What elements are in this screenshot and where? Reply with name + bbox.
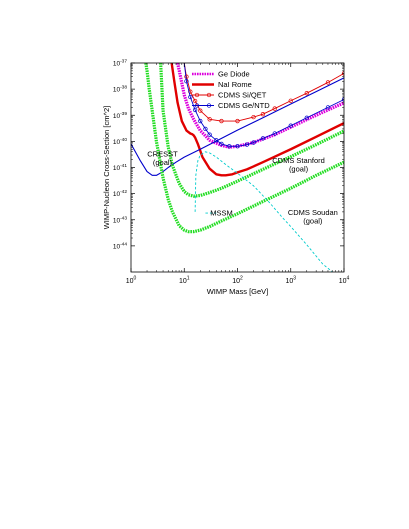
series-marker	[272, 131, 277, 136]
x-axis-label: WIMP Mass [GeV]	[207, 287, 269, 296]
y-tick-label: 10-39	[113, 111, 127, 120]
legend-label-cdms-si-qet: CDMS Si/QET	[218, 91, 267, 100]
legend-marker	[194, 103, 200, 108]
annotation-line: MSSM	[210, 209, 233, 218]
y-tick-label: 10-44	[113, 241, 127, 250]
series-line-cdms-ge-ntd	[183, 63, 344, 147]
x-tick-label: 102	[232, 276, 243, 286]
series-marker	[192, 98, 198, 104]
series-marker	[227, 144, 232, 149]
series-marker	[260, 136, 266, 141]
y-tick-label: 10-41	[113, 163, 127, 172]
series-line-00cccc-curve	[194, 151, 334, 272]
legend-marker	[206, 103, 212, 108]
series-marker	[288, 98, 293, 103]
legend-marker	[194, 92, 200, 98]
y-axis-label: WIMP-Nucleon Cross-Section [cm^2]	[102, 106, 111, 230]
y-tick-label: 10-42	[113, 189, 127, 198]
series-marker	[260, 112, 266, 117]
annotation-line: (goal)	[289, 164, 309, 173]
series-marker	[192, 107, 198, 113]
annotation-cresst-goal: CRESST (goal)	[147, 150, 178, 168]
legend-label-nai-rome: NaI Rome	[218, 80, 252, 89]
annotation-line: CDMS Soudan	[288, 208, 338, 217]
series-marker	[244, 142, 250, 147]
series-marker	[272, 106, 277, 111]
series-line-nai-rome	[170, 63, 344, 177]
series-marker	[207, 117, 212, 122]
series-marker	[235, 118, 240, 124]
y-tick-label: 10-37	[113, 59, 127, 68]
annotation-line: (goal)	[303, 217, 323, 226]
annotation-line: (goal)	[153, 158, 173, 167]
series-marker	[325, 80, 331, 85]
x-tick-label: 104	[339, 276, 350, 286]
y-tick-label: 10-40	[113, 137, 127, 146]
legend-label-ge-diode: Ge Diode	[218, 70, 250, 79]
annotation-mssm: MSSM	[210, 209, 233, 218]
series-marker	[288, 123, 293, 128]
series-marker	[198, 108, 203, 113]
series-line-cdms-stanford-goal	[159, 63, 344, 198]
plot-background	[131, 63, 344, 272]
legend-marker	[206, 92, 212, 98]
series-marker	[203, 126, 208, 132]
x-tick-label: 103	[285, 276, 296, 286]
series-line-0000cc-curve	[131, 77, 344, 176]
series-marker	[251, 114, 256, 120]
y-tick-label: 10-43	[113, 215, 127, 224]
curves-clip-group	[131, 63, 344, 272]
series-marker	[184, 79, 189, 84]
annotation-line: CRESST	[147, 150, 178, 159]
annotation-cdms-stanford-goal: CDMS Stanford (goal)	[272, 156, 325, 174]
series-line-cdms-si-qet	[183, 63, 344, 122]
plot-area	[131, 63, 344, 272]
annotation-line: CDMS Stanford	[272, 156, 325, 165]
series-marker	[219, 118, 224, 124]
series-marker	[251, 140, 256, 145]
series-marker	[304, 115, 309, 120]
legend-label-cdms-ge-ntd: CDMS Ge/NTD	[218, 101, 270, 110]
y-tick-label: 10-38	[113, 85, 127, 94]
series-marker	[304, 91, 309, 96]
series-marker	[198, 118, 203, 124]
series-marker	[188, 94, 193, 100]
series-marker	[235, 144, 240, 149]
x-tick-label: 100	[126, 276, 137, 286]
series-marker	[188, 89, 193, 94]
series-marker	[325, 105, 331, 110]
plot-frame	[130, 62, 345, 273]
series-line-cdms-soudan-goal	[144, 63, 344, 234]
curves-layer	[131, 63, 344, 272]
x-tick-label: 101	[179, 276, 190, 286]
series-marker	[207, 132, 212, 137]
annotation-cdms-soudan-goal: CDMS Soudan (goal)	[288, 208, 338, 226]
series-marker	[219, 141, 224, 147]
